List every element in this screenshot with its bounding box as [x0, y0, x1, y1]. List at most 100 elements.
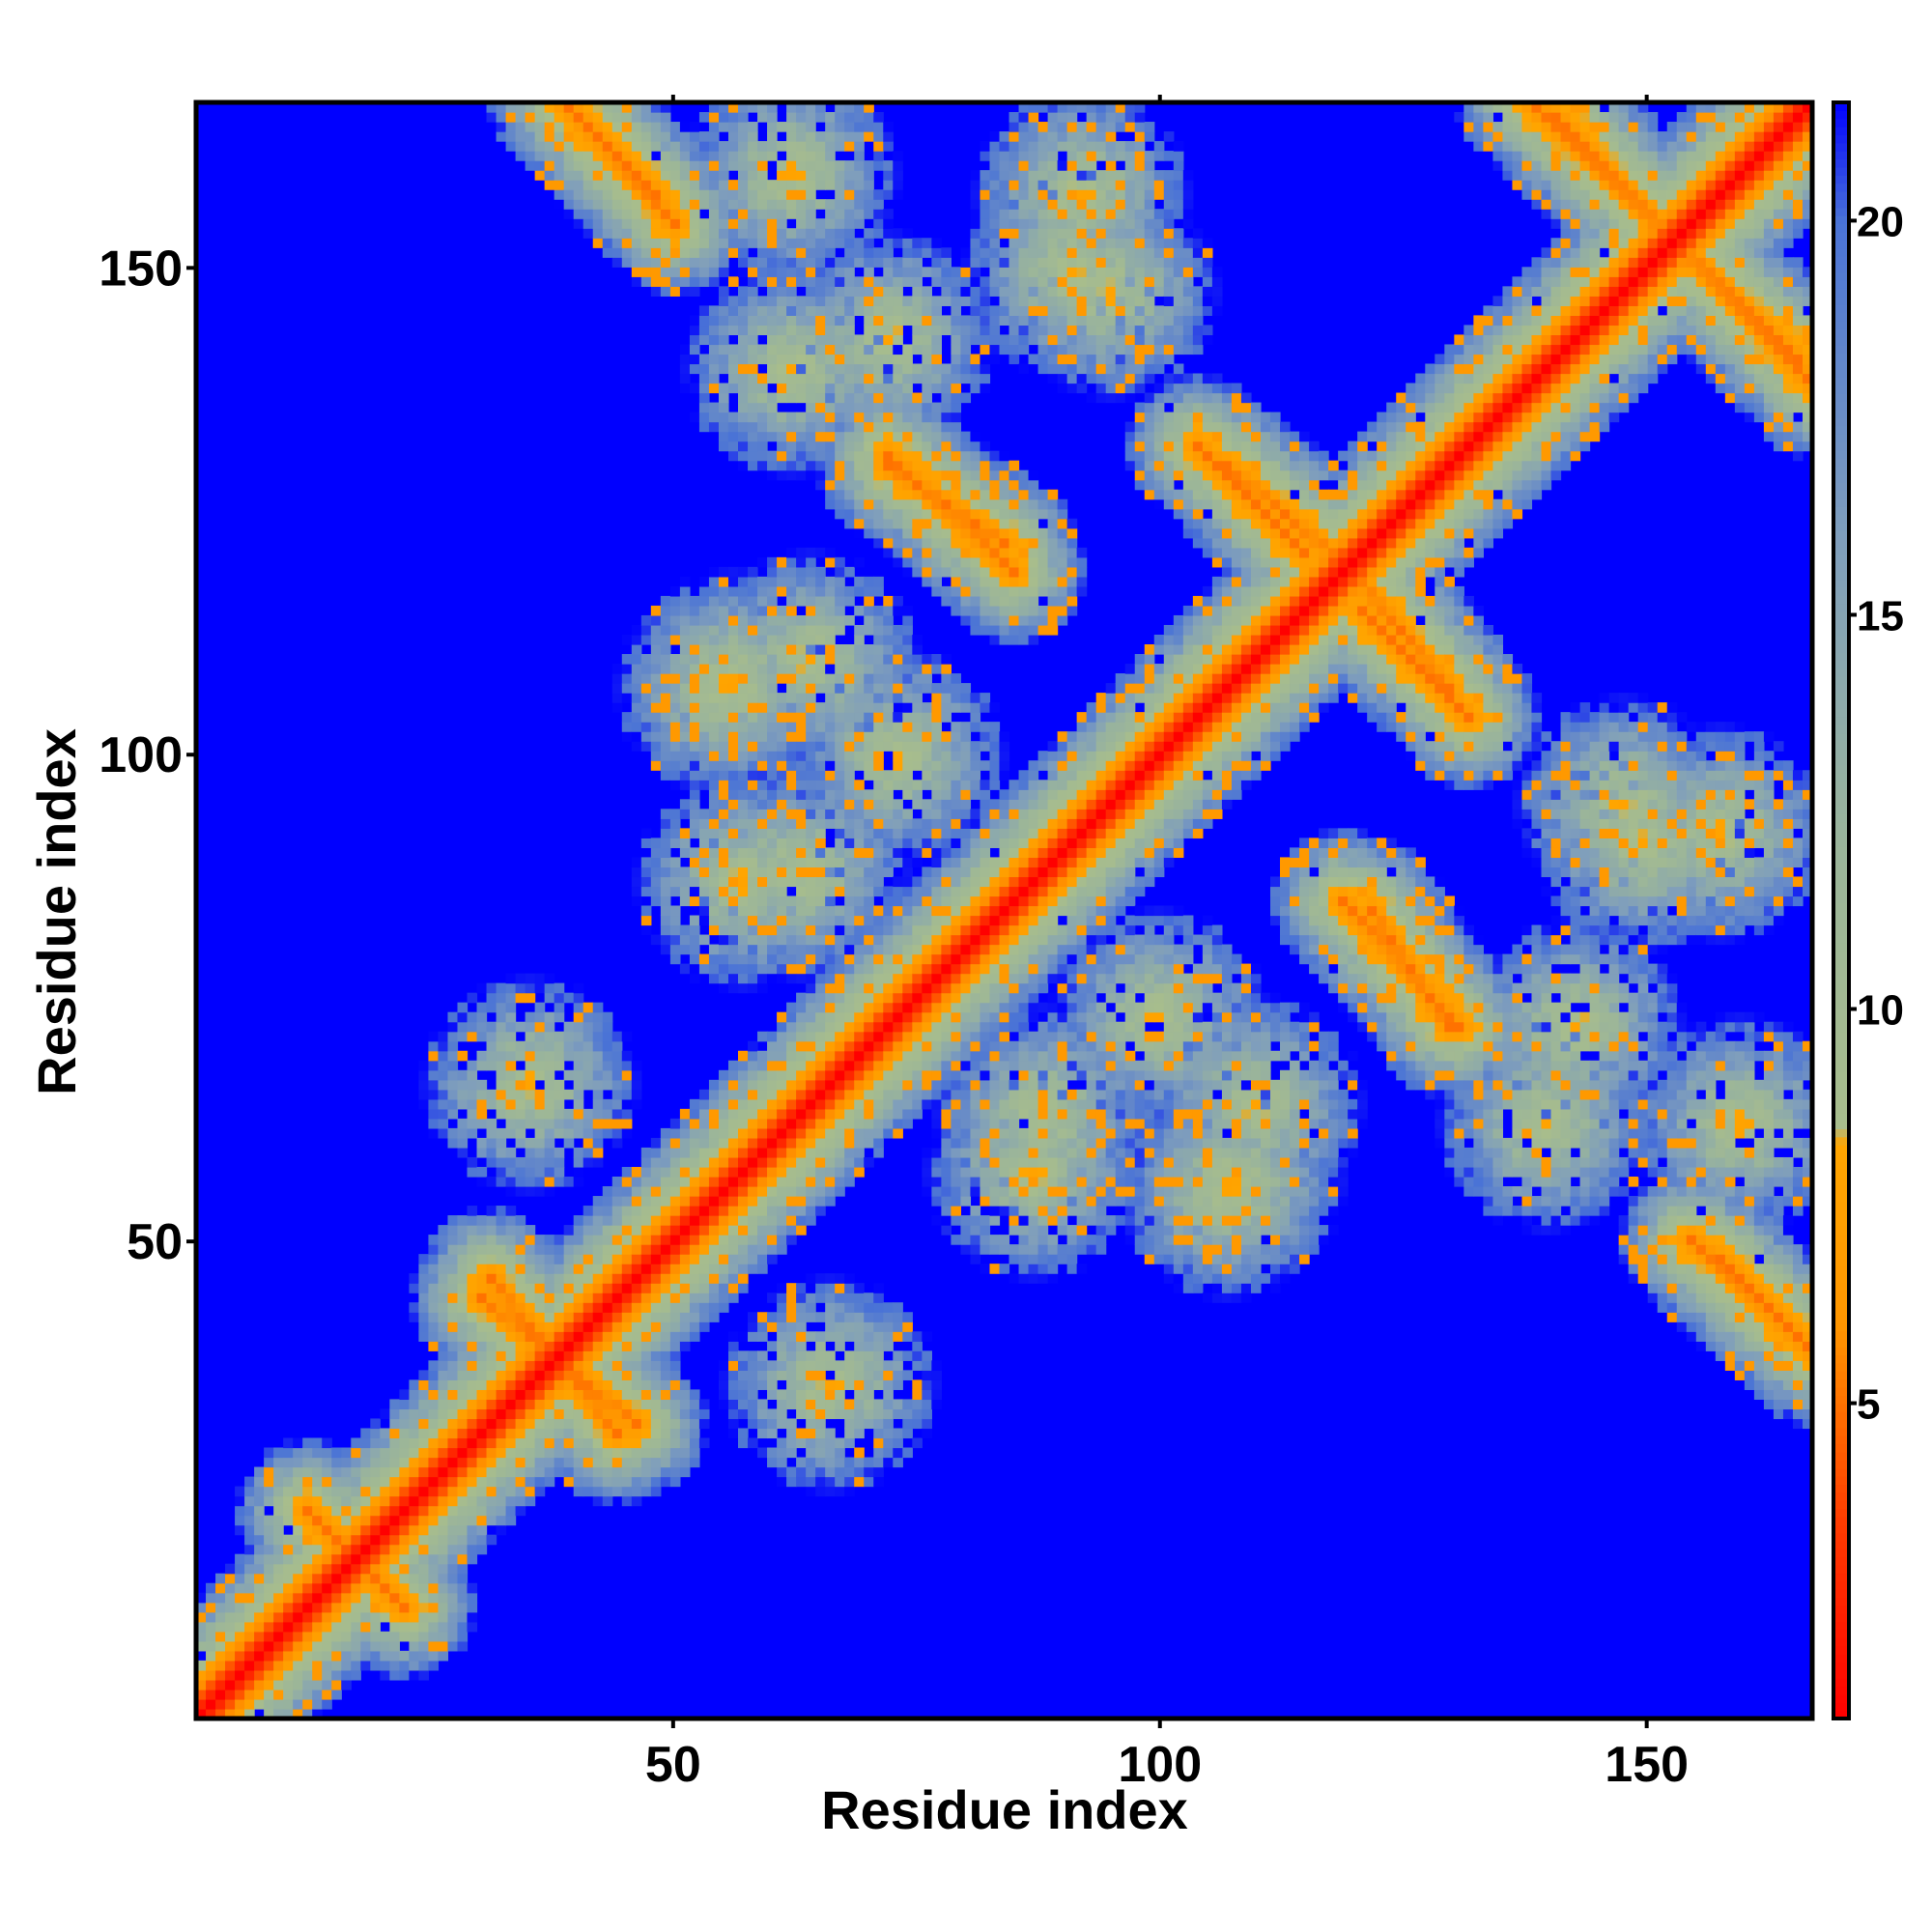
heatmap-cell — [727, 1060, 739, 1071]
heatmap-cell — [698, 876, 710, 888]
heatmap-cell — [273, 1708, 284, 1719]
heatmap-cell — [873, 1418, 884, 1430]
heatmap-cell — [806, 286, 816, 297]
heatmap-cell — [582, 1457, 594, 1468]
heatmap-cell — [864, 702, 874, 713]
heatmap-cell — [708, 257, 720, 268]
heatmap-cell — [777, 731, 787, 742]
heatmap-cell — [505, 1069, 517, 1081]
heatmap-cell — [650, 1466, 662, 1478]
heatmap-cell — [718, 1264, 729, 1274]
heatmap-cell — [418, 1437, 430, 1449]
heatmap-cell — [409, 1621, 420, 1633]
heatmap-cell — [738, 1069, 749, 1081]
heatmap-cell — [767, 751, 778, 761]
heatmap-cell — [409, 1418, 420, 1430]
heatmap-cell — [679, 867, 691, 878]
heatmap-cell — [611, 1321, 623, 1332]
heatmap-cell — [806, 1166, 816, 1178]
heatmap-cell — [873, 992, 884, 1004]
heatmap-cell — [447, 1505, 459, 1517]
heatmap-cell — [525, 992, 536, 1004]
heatmap-cell — [738, 953, 749, 965]
heatmap-cell — [767, 305, 778, 316]
heatmap-cell — [505, 992, 517, 1004]
heatmap-cell — [806, 373, 816, 384]
heatmap-cell — [738, 982, 749, 994]
heatmap-cell — [650, 189, 662, 200]
heatmap-cell — [883, 218, 894, 229]
heatmap-cell — [592, 1137, 604, 1149]
heatmap-cell — [748, 1321, 758, 1332]
heatmap-cell — [708, 770, 720, 781]
heatmap-cell — [669, 267, 681, 277]
heatmap-cell — [534, 1002, 546, 1013]
heatmap-cell — [621, 1098, 633, 1110]
heatmap-cell — [534, 1331, 546, 1342]
heatmap-cell — [902, 1418, 913, 1430]
heatmap-cell — [244, 1660, 255, 1671]
heatmap-cell — [573, 1021, 584, 1033]
heatmap-cell — [563, 992, 575, 1004]
heatmap-cell — [679, 1437, 691, 1449]
heatmap-cell — [486, 1476, 497, 1488]
heatmap-cell — [563, 1069, 575, 1081]
heatmap-cell — [854, 1147, 865, 1158]
heatmap-cell — [902, 1321, 913, 1332]
heatmap-cell — [757, 276, 768, 287]
heatmap-cell — [370, 1486, 381, 1497]
heatmap-cell — [447, 1273, 459, 1284]
heatmap-cell — [902, 614, 913, 626]
heatmap-cell — [854, 334, 865, 346]
heatmap-cell — [854, 479, 865, 491]
heatmap-cell — [738, 644, 749, 655]
heatmap-cell — [196, 1660, 207, 1671]
heatmap-cell — [893, 1118, 903, 1129]
heatmap-cell — [844, 325, 855, 336]
heatmap-cell — [447, 1079, 459, 1091]
heatmap-cell — [854, 1156, 865, 1168]
heatmap-cell — [767, 1108, 778, 1120]
heatmap-cell — [302, 1621, 313, 1633]
heatmap-cell — [912, 1098, 923, 1110]
heatmap-cell — [418, 1079, 430, 1091]
heatmap-cell — [467, 1302, 478, 1313]
heatmap-cell — [825, 1331, 836, 1342]
heatmap-cell — [835, 102, 845, 113]
heatmap-cell — [640, 915, 652, 926]
heatmap-cell — [835, 1011, 845, 1023]
heatmap-cell — [486, 1225, 497, 1236]
heatmap-cell — [679, 1447, 691, 1459]
heatmap-cell — [815, 238, 826, 248]
heatmap-cell — [854, 131, 865, 142]
heatmap-cell — [825, 460, 836, 471]
heatmap-cell — [806, 857, 816, 868]
heatmap-cell — [825, 1118, 836, 1129]
heatmap-cell — [679, 1225, 691, 1236]
heatmap-cell — [534, 1244, 546, 1255]
heatmap-cell — [748, 1254, 758, 1264]
heatmap-cell — [679, 1331, 691, 1342]
heatmap-cell — [312, 1611, 323, 1623]
heatmap-cell — [428, 1640, 440, 1652]
heatmap-cell — [873, 344, 884, 355]
heatmap-cell — [264, 1515, 274, 1526]
heatmap-cell — [409, 1466, 420, 1478]
heatmap-cell — [215, 1573, 226, 1584]
heatmap-cell — [718, 595, 729, 607]
heatmap-cell — [835, 1050, 845, 1062]
heatmap-cell — [777, 1312, 787, 1322]
heatmap-cell — [893, 363, 903, 375]
heatmap-cell — [873, 847, 884, 858]
heatmap-cell — [351, 1486, 361, 1497]
heatmap-cell — [631, 1225, 642, 1236]
heatmap-cell — [825, 412, 836, 423]
heatmap-cell — [602, 112, 613, 123]
heatmap-cell — [418, 1379, 430, 1390]
heatmap-cell — [428, 1592, 440, 1604]
heatmap-cell — [806, 1370, 816, 1380]
heatmap-cell — [854, 1021, 865, 1033]
heatmap-cell — [825, 1486, 836, 1497]
heatmap-cell — [534, 1283, 546, 1293]
heatmap-cell — [893, 634, 903, 645]
